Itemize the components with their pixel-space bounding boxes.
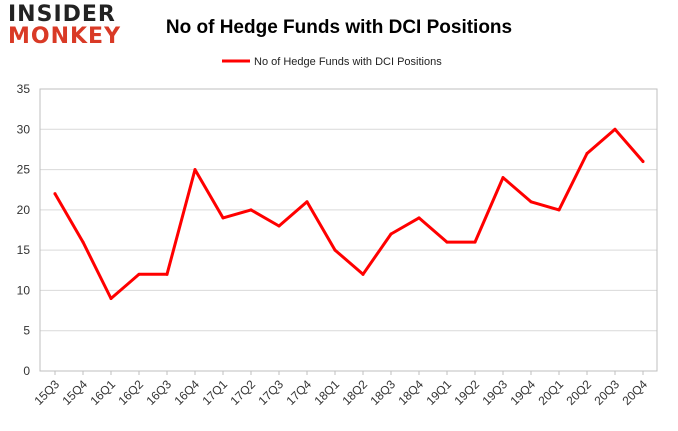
y-tick-label: 25 <box>17 163 31 177</box>
x-tick-label: 20Q1 <box>535 377 566 408</box>
data-point <box>277 224 281 228</box>
plot-area-border <box>39 88 658 372</box>
x-tick-label: 16Q2 <box>115 377 146 408</box>
logo-line-1: INSIDER <box>8 2 116 27</box>
x-tick-label: 17Q2 <box>227 377 258 408</box>
data-point <box>613 127 617 131</box>
data-point <box>361 272 365 276</box>
x-tick-label: 20Q4 <box>619 377 650 408</box>
y-tick-label: 10 <box>17 283 31 297</box>
x-tick-label: 16Q3 <box>143 377 174 408</box>
x-tick-label: 17Q1 <box>199 377 230 408</box>
x-tick-label: 16Q1 <box>87 377 118 408</box>
x-tick-label: 15Q4 <box>59 377 90 408</box>
data-point <box>473 240 477 244</box>
data-point <box>81 240 85 244</box>
data-point <box>557 208 561 212</box>
x-tick-label: 17Q3 <box>255 377 286 408</box>
logo-line-2: MONKEY <box>8 24 122 49</box>
data-point <box>109 296 113 300</box>
data-point <box>221 216 225 220</box>
data-point <box>193 168 197 172</box>
data-point <box>445 240 449 244</box>
data-point <box>333 248 337 252</box>
y-tick-label: 5 <box>23 324 30 338</box>
x-tick-label: 18Q3 <box>367 377 398 408</box>
data-point <box>53 192 57 196</box>
data-point <box>585 151 589 155</box>
data-point <box>529 200 533 204</box>
chart-title: No of Hedge Funds with DCI Positions <box>166 17 512 38</box>
y-tick-label: 15 <box>17 243 31 257</box>
data-point <box>305 200 309 204</box>
x-tick-label: 17Q4 <box>283 377 314 408</box>
x-tick-label: 18Q1 <box>311 377 342 408</box>
x-tick-label: 19Q4 <box>507 377 538 408</box>
data-point <box>389 232 393 236</box>
x-tick-label: 19Q3 <box>479 377 510 408</box>
x-tick-label: 19Q2 <box>451 377 482 408</box>
x-tick-label: 19Q1 <box>423 377 454 408</box>
data-point <box>165 272 169 276</box>
y-tick-label: 30 <box>17 122 31 136</box>
y-tick-label: 20 <box>17 203 31 217</box>
x-tick-label: 15Q3 <box>31 377 62 408</box>
y-tick-label: 35 <box>17 82 31 96</box>
x-tick-label: 20Q3 <box>591 377 622 408</box>
legend-label: No of Hedge Funds with DCI Positions <box>254 56 442 68</box>
x-tick-label: 20Q2 <box>563 377 594 408</box>
insider-monkey-logo: INSIDER MONKEY <box>8 4 121 48</box>
x-tick-label: 16Q4 <box>171 377 202 408</box>
data-point <box>417 216 421 220</box>
data-point <box>641 160 645 164</box>
x-tick-label: 18Q2 <box>339 377 370 408</box>
series-line <box>53 127 645 300</box>
data-point <box>249 208 253 212</box>
x-tick-label: 18Q4 <box>395 377 426 408</box>
data-point <box>137 272 141 276</box>
y-tick-label: 0 <box>23 364 30 378</box>
data-point <box>501 176 505 180</box>
